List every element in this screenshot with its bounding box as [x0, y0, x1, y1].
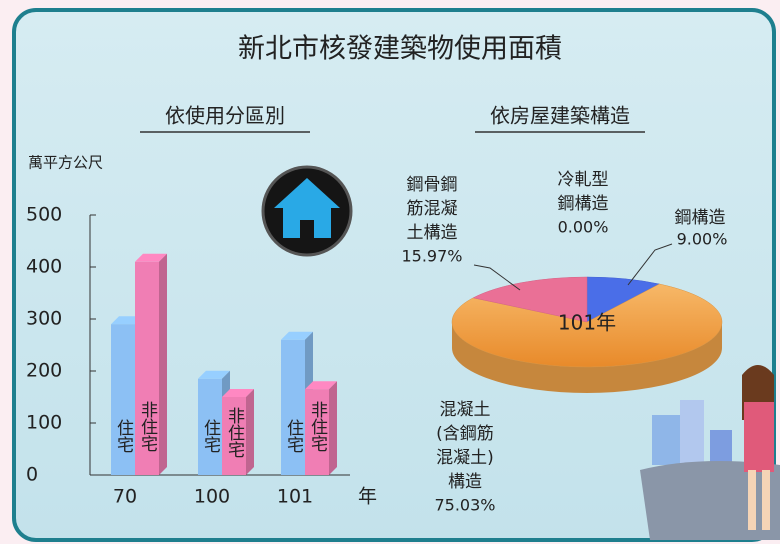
bar-top [222, 389, 254, 397]
pie-label: 冷軋型 [558, 170, 609, 190]
y-tick-label: 200 [26, 360, 62, 382]
pie-label: 筋混凝 [407, 199, 458, 219]
bar-top [305, 381, 337, 390]
main-title: 新北市核發建築物使用面積 [238, 34, 562, 65]
pie-value-label: 15.97% [401, 247, 462, 266]
y-axis-label: 萬平方公尺 [28, 154, 103, 172]
pie-slice [451, 283, 723, 368]
pie-label: 構造 [448, 472, 482, 492]
bar-top [198, 370, 230, 379]
bar [135, 261, 159, 475]
pie-label: 混凝土) [436, 448, 494, 468]
pie-value-label: 9.00% [677, 230, 728, 249]
bar-side [159, 253, 167, 475]
y-tick-label: 400 [26, 256, 62, 278]
house-icon [261, 165, 353, 257]
pie-slice [472, 276, 588, 323]
bar [111, 324, 135, 475]
y-tick-label: 300 [26, 308, 62, 330]
pie-value-label: 0.00% [558, 218, 609, 237]
pie-label: (含鋼筋 [436, 424, 494, 444]
y-tick-label: 0 [26, 464, 38, 486]
bar-top [281, 331, 313, 340]
bar-side [329, 381, 337, 475]
illustration [640, 365, 780, 540]
x-tick-label: 70 [113, 486, 137, 508]
bar-side [246, 389, 254, 475]
pie-label: 鋼構造 [558, 194, 609, 214]
x-tick-label: 100 [194, 486, 230, 508]
leader-line [473, 264, 521, 291]
bar-title: 依使用分區別 [165, 104, 285, 128]
leader-line [627, 243, 673, 286]
pie-side [452, 322, 722, 393]
bar-series-label: 住宅 [113, 419, 134, 453]
bar-top [135, 253, 167, 262]
bar [198, 378, 222, 475]
pie-value-label: 75.03% [434, 496, 495, 515]
pie-label: 鋼骨鋼 [407, 175, 458, 195]
x-axis-label: 年 [358, 486, 377, 508]
bar [281, 339, 305, 475]
pie-label: 混凝土 [440, 400, 491, 420]
bar-series-label: 非住宅 [137, 401, 158, 452]
bar [222, 397, 246, 475]
bar-series-label: 住宅 [200, 419, 221, 453]
y-tick-label: 500 [26, 204, 62, 226]
x-tick-label: 101 [277, 486, 313, 508]
bar-series-label: 非住宅 [307, 401, 328, 452]
bar [305, 389, 329, 475]
y-tick-label: 100 [26, 412, 62, 434]
pie-title: 依房屋建築構造 [490, 104, 630, 128]
bar-series-label: 非住宅 [224, 407, 245, 458]
bar-series-label: 住宅 [283, 419, 304, 453]
pie-label: 土構造 [407, 223, 458, 243]
pie-center-label: 101年 [558, 311, 616, 335]
pie-label: 鋼構造 [675, 208, 726, 228]
